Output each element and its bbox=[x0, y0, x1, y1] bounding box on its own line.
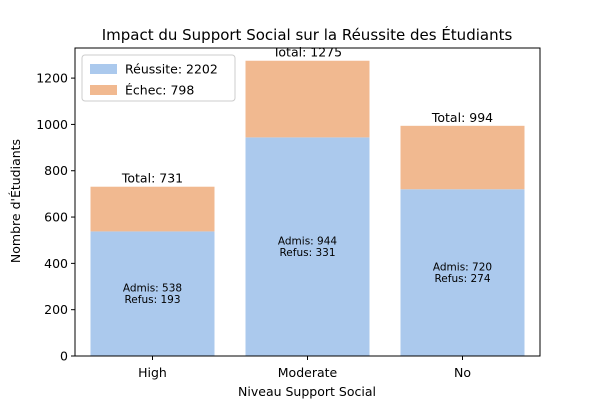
bar-no-series-1 bbox=[400, 125, 525, 190]
inner-label-moderate-1: Refus: 331 bbox=[279, 247, 335, 259]
legend-entry-0: Réussite: 2202 bbox=[125, 62, 218, 77]
chart-title: Impact du Support Social sur la Réussite… bbox=[102, 25, 513, 44]
axes-frame bbox=[74, 47, 541, 357]
legend-entry-1: Échec: 798 bbox=[125, 83, 194, 98]
inner-label-high-0: Admis: 538 bbox=[123, 283, 182, 295]
y-tick-label-0: 0 bbox=[60, 349, 68, 364]
y-axis-label: Nombre d'Étudiants bbox=[8, 139, 23, 263]
inner-label-no-0: Admis: 720 bbox=[433, 262, 492, 274]
total-label-no: Total: 994 bbox=[431, 110, 493, 125]
bar-moderate-series-0 bbox=[245, 137, 370, 356]
y-tick-label-200: 200 bbox=[44, 302, 68, 317]
x-tick-label-high: High bbox=[138, 365, 167, 380]
inner-label-high-1: Refus: 193 bbox=[124, 294, 180, 306]
legend: Réussite: 2202 Échec: 798 bbox=[81, 54, 236, 102]
bar-moderate-series-1 bbox=[245, 60, 370, 138]
y-tick-label-600: 600 bbox=[44, 210, 68, 225]
total-label-moderate: Total: 1275 bbox=[272, 45, 342, 60]
x-tick-label-no: No bbox=[454, 365, 471, 380]
x-axis-label: Niveau Support Social bbox=[238, 384, 376, 399]
bar-high-series-1 bbox=[90, 186, 215, 232]
total-label-high: Total: 731 bbox=[121, 171, 183, 186]
y-tick-label-400: 400 bbox=[44, 256, 68, 271]
inner-label-moderate-0: Admis: 944 bbox=[278, 236, 338, 248]
y-tick-label-1200: 1200 bbox=[36, 71, 68, 86]
x-tick-label-moderate: Moderate bbox=[278, 365, 338, 380]
bar-high-series-0 bbox=[90, 231, 215, 356]
y-tick-label-1000: 1000 bbox=[36, 117, 68, 132]
y-tick-label-800: 800 bbox=[44, 163, 68, 178]
legend-box bbox=[81, 54, 236, 102]
inner-label-no-1: Refus: 274 bbox=[434, 273, 490, 285]
legend-swatch-1 bbox=[90, 85, 117, 95]
legend-swatch-0 bbox=[90, 64, 117, 74]
bar-no-series-0 bbox=[400, 189, 525, 356]
